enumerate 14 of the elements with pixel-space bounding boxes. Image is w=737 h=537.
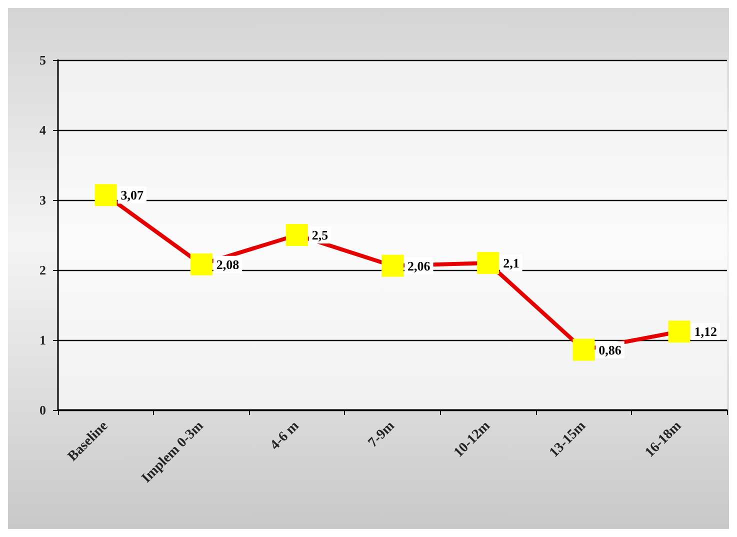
data-label: 2,08	[216, 256, 240, 272]
data-label: 2,1	[503, 256, 520, 270]
data-label: 2,06	[408, 258, 431, 274]
y-tick-label: 4	[40, 122, 46, 138]
y-tick-label: 3	[40, 192, 46, 208]
x-tick-label: 4-6 m	[268, 418, 302, 454]
y-tick-label: 2	[40, 262, 46, 278]
y-tick-label: 0	[40, 402, 46, 418]
data-label: 2,5	[312, 228, 329, 242]
data-label: 1,12	[694, 324, 717, 340]
data-label: 0,86	[598, 342, 622, 358]
y-tick-label: 1	[40, 332, 46, 348]
data-label: 3,07	[120, 188, 144, 203]
y-tick-label: 5	[40, 52, 46, 68]
